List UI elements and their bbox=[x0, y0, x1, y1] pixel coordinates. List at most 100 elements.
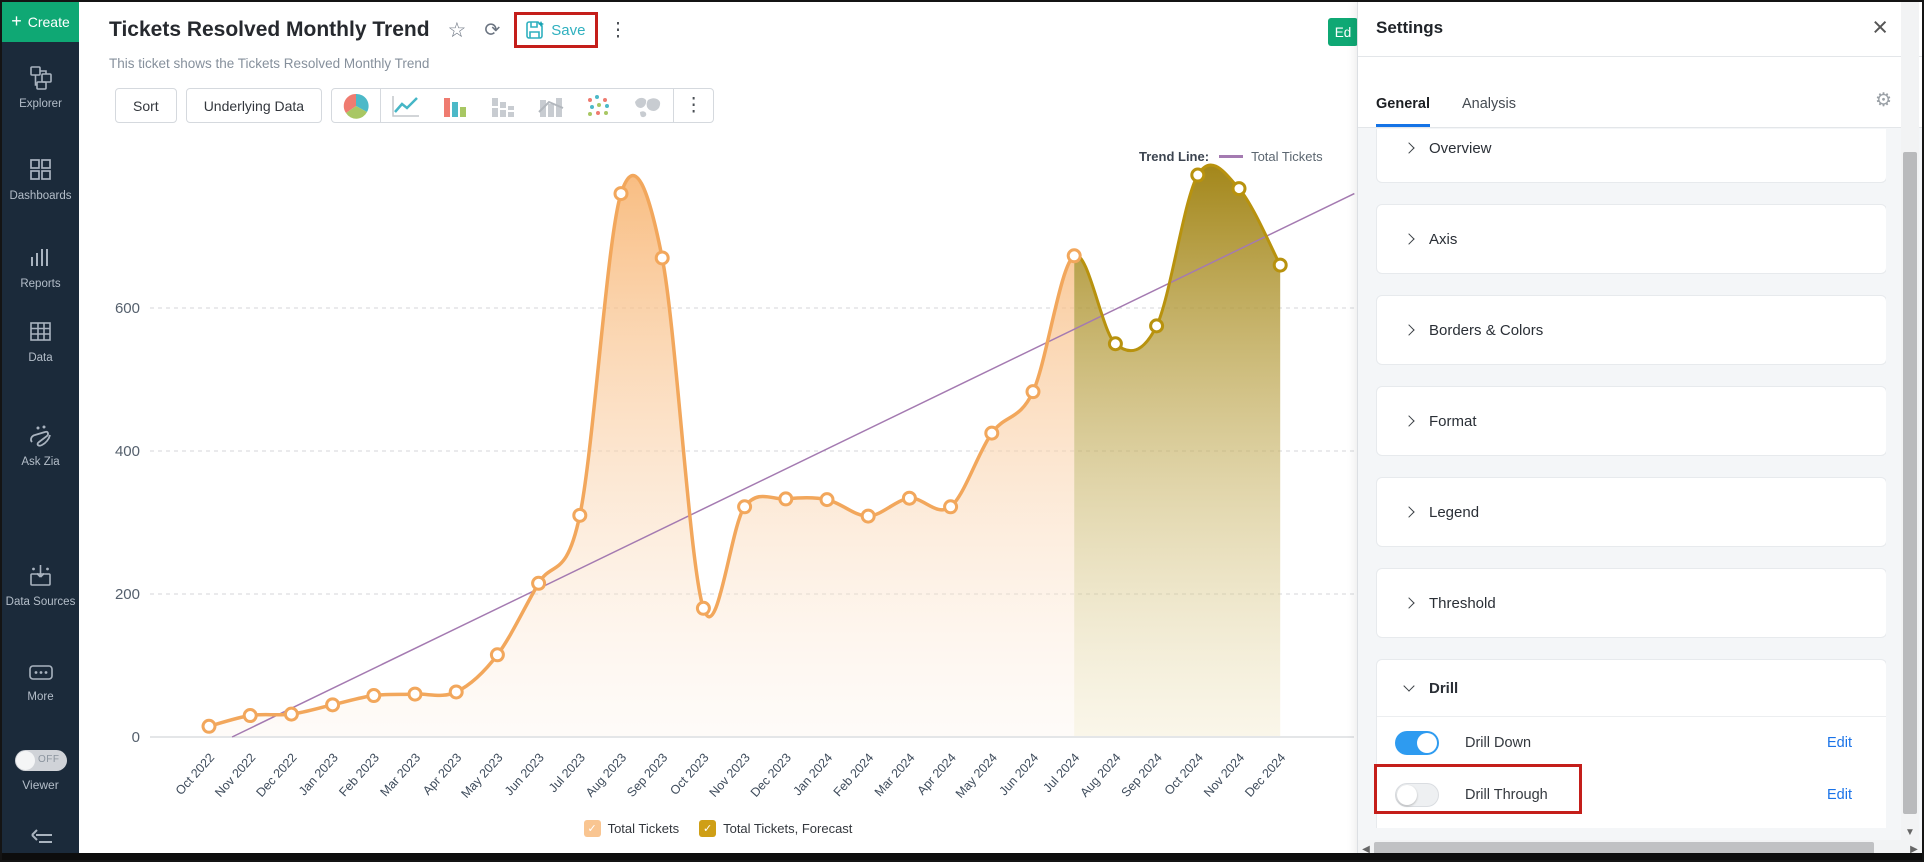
data-point-marker[interactable] bbox=[448, 684, 464, 700]
scroll-left-arrow-icon[interactable]: ◀ bbox=[1362, 843, 1370, 855]
plus-icon: + bbox=[11, 10, 22, 31]
sidebar-item-explorer[interactable]: Explorer bbox=[2, 64, 79, 112]
create-button[interactable]: + Create bbox=[2, 2, 79, 42]
legend-item[interactable]: ✓ Total Tickets, Forecast bbox=[699, 820, 852, 837]
edit-link[interactable]: Edit bbox=[1827, 735, 1852, 751]
settings-section-borders-colors[interactable]: Borders & Colors bbox=[1376, 295, 1886, 365]
viewer-label: Viewer bbox=[22, 778, 59, 792]
tab-general-label: General bbox=[1376, 96, 1430, 112]
legend-checkbox[interactable]: ✓ bbox=[583, 820, 601, 837]
chart-toolbar: Sort Underlying Data ⋮ bbox=[115, 88, 715, 123]
edit-link[interactable]: Edit bbox=[1827, 787, 1852, 803]
favorite-star-icon[interactable]: ☆ bbox=[447, 18, 467, 42]
sidebar-item-reports[interactable]: Reports bbox=[2, 244, 79, 292]
settings-panel: Settings × General Analysis ⚙ Overview Ax… bbox=[1357, 2, 1922, 858]
trend-line-legend: Trend Line: Total Tickets bbox=[1139, 149, 1323, 164]
data-point-marker[interactable] bbox=[366, 688, 382, 704]
sidebar-item-ask-zia[interactable]: Ask Zia bbox=[2, 422, 79, 470]
settings-section-axis[interactable]: Axis bbox=[1376, 204, 1886, 274]
data-point-marker[interactable] bbox=[901, 490, 917, 506]
more-options-kebab-icon[interactable]: ⋮ bbox=[608, 19, 628, 41]
data-point-marker[interactable] bbox=[1231, 181, 1247, 197]
sidebar-item-data[interactable]: Data bbox=[2, 318, 79, 366]
gear-icon[interactable]: ⚙ bbox=[1874, 90, 1892, 111]
data-point-marker[interactable] bbox=[1107, 336, 1123, 352]
settings-section-overview[interactable]: Overview bbox=[1376, 129, 1886, 183]
legend-checkbox[interactable]: ✓ bbox=[699, 820, 717, 837]
drill-section-header[interactable]: Drill bbox=[1377, 660, 1886, 717]
vertical-scrollbar-thumb[interactable] bbox=[1903, 152, 1917, 814]
data-point-marker[interactable] bbox=[489, 647, 505, 663]
line-chart-button[interactable] bbox=[381, 92, 431, 120]
tab-general[interactable]: General bbox=[1376, 81, 1430, 127]
left-sidebar: + Create Explorer Dashboards Reports Data As… bbox=[2, 2, 79, 860]
settings-section-threshold[interactable]: Threshold bbox=[1376, 568, 1886, 638]
tab-analysis[interactable]: Analysis bbox=[1462, 81, 1516, 127]
drill-through-toggle[interactable] bbox=[1395, 783, 1439, 807]
sidebar-item-more[interactable]: More bbox=[2, 662, 79, 705]
data-point-marker[interactable] bbox=[531, 575, 547, 591]
refresh-icon[interactable]: ⟳ bbox=[484, 19, 501, 41]
viewer-toggle[interactable]: OFF bbox=[14, 750, 67, 771]
settings-section-legend[interactable]: Legend bbox=[1376, 477, 1886, 547]
legend-item[interactable]: ✓ Total Tickets bbox=[583, 820, 679, 837]
data-point-marker[interactable] bbox=[984, 425, 1000, 441]
horizontal-scrollbar-thumb[interactable] bbox=[1374, 842, 1874, 856]
collapse-sidebar-button[interactable] bbox=[2, 826, 79, 857]
sidebar-item-dashboards[interactable]: Dashboards bbox=[2, 156, 79, 204]
data-point-marker[interactable] bbox=[1025, 384, 1041, 400]
data-point-marker[interactable] bbox=[1066, 248, 1082, 264]
vertical-scrollbar[interactable]: ▼ bbox=[1901, 2, 1919, 840]
data-point-marker[interactable] bbox=[201, 718, 217, 734]
data-point-marker[interactable] bbox=[695, 600, 711, 616]
pie-chart-button[interactable] bbox=[332, 92, 380, 120]
chevron-right-icon bbox=[1403, 506, 1415, 518]
section-label: Overview bbox=[1429, 139, 1492, 157]
bar-chart-button[interactable] bbox=[431, 92, 479, 120]
toolbar-kebab-icon[interactable]: ⋮ bbox=[684, 95, 704, 116]
scroll-right-arrow-icon[interactable]: ▶ bbox=[1910, 843, 1918, 855]
data-point-marker[interactable] bbox=[654, 250, 670, 266]
x-axis-tick-label: Oct 2023 bbox=[667, 751, 711, 798]
x-axis-tick-label: Dec 2023 bbox=[748, 751, 794, 800]
stacked-bar-button[interactable] bbox=[479, 92, 527, 120]
scatter-plot-button[interactable] bbox=[575, 92, 623, 120]
settings-sections: Overview Axis Borders & Colors Format Legend… bbox=[1376, 129, 1886, 828]
edit-button-partial[interactable]: Ed bbox=[1328, 18, 1358, 46]
trend-line bbox=[231, 192, 1355, 738]
divider bbox=[380, 88, 382, 123]
map-chart-button[interactable] bbox=[623, 92, 673, 120]
toggle-knob bbox=[1397, 785, 1417, 805]
close-icon[interactable]: × bbox=[1872, 12, 1888, 42]
data-point-marker[interactable] bbox=[325, 697, 341, 713]
data-point-marker[interactable] bbox=[613, 186, 629, 202]
sidebar-item-data-sources[interactable]: Data Sources bbox=[2, 562, 79, 610]
x-axis-tick-label: May 2024 bbox=[953, 751, 1000, 801]
create-label: Create bbox=[27, 14, 70, 30]
data-point-marker[interactable] bbox=[407, 686, 423, 702]
x-axis-tick-label: Sep 2024 bbox=[1119, 751, 1165, 800]
settings-section-format[interactable]: Format bbox=[1376, 386, 1886, 456]
section-label: Axis bbox=[1429, 230, 1458, 248]
data-point-marker[interactable] bbox=[283, 706, 299, 722]
scroll-down-arrow-icon[interactable]: ▼ bbox=[1905, 827, 1915, 838]
data-point-marker[interactable] bbox=[943, 499, 959, 515]
bottom-border-strip bbox=[2, 853, 1922, 860]
data-point-marker[interactable] bbox=[819, 492, 835, 508]
data-point-marker[interactable] bbox=[572, 507, 588, 523]
data-point-marker[interactable] bbox=[1272, 257, 1288, 273]
data-point-marker[interactable] bbox=[737, 499, 753, 515]
data-point-marker[interactable] bbox=[1149, 318, 1165, 334]
drill-down-toggle[interactable] bbox=[1395, 731, 1439, 755]
data-point-marker[interactable] bbox=[778, 491, 794, 507]
page-title: Tickets Resolved Monthly Trend bbox=[109, 18, 430, 41]
data-point-marker[interactable] bbox=[860, 508, 876, 524]
data-point-marker[interactable] bbox=[1190, 167, 1206, 183]
bar-line-button[interactable] bbox=[527, 92, 575, 120]
x-axis-tick-label: Mar 2023 bbox=[377, 751, 423, 800]
sort-button[interactable]: Sort bbox=[115, 88, 177, 123]
save-button-highlight[interactable]: Save bbox=[514, 12, 599, 48]
data-point-marker[interactable] bbox=[242, 708, 258, 724]
x-axis-tick-label: Dec 2022 bbox=[253, 751, 299, 800]
underlying-data-button[interactable]: Underlying Data bbox=[185, 88, 323, 123]
